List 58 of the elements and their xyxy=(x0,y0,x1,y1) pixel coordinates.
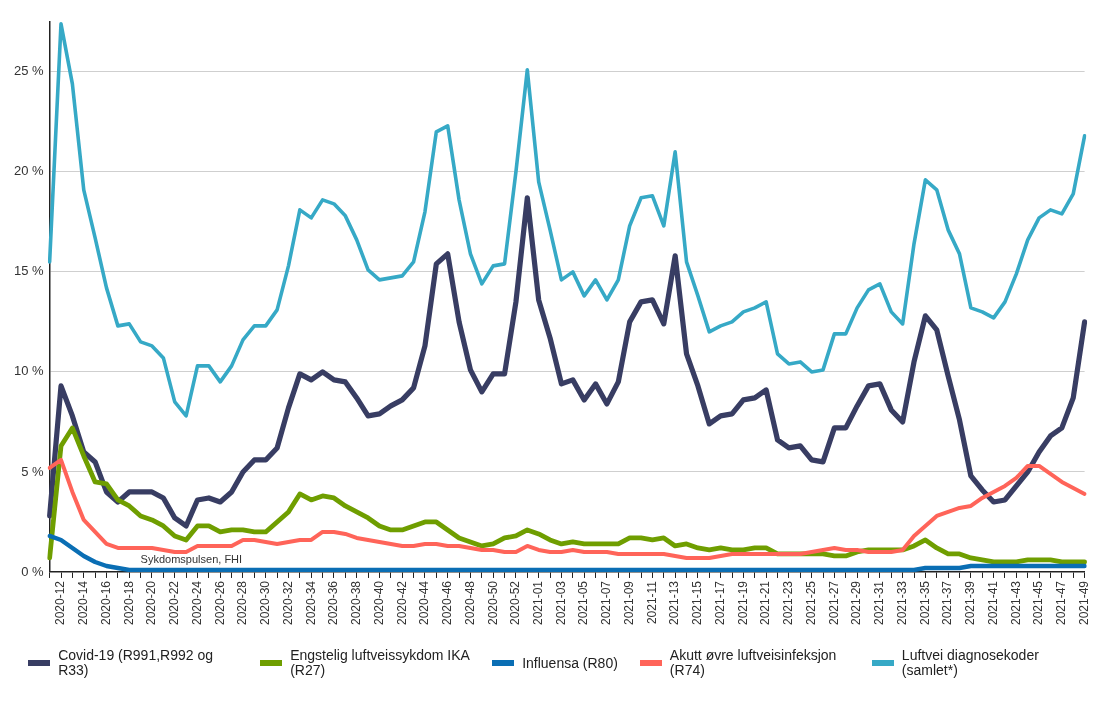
legend-label: Covid-19 (R991,R992 og R33) xyxy=(58,647,214,678)
x-tick-label: 2020-32 xyxy=(280,580,295,626)
x-tick-label: 2021-03 xyxy=(553,580,568,626)
x-tick-label: 2021-47 xyxy=(1054,580,1069,626)
x-tick-label: 2020-40 xyxy=(371,580,386,626)
x-tick-label: 2020-28 xyxy=(235,580,250,626)
legend-label: Luftvei diagnosekoder (samlet*) xyxy=(901,647,1040,678)
x-tick-label: 2021-07 xyxy=(599,580,614,626)
y-tick-label: 25 % xyxy=(13,63,45,79)
x-tick-label: 2021-23 xyxy=(781,580,796,626)
x-tick-label: 2020-38 xyxy=(349,580,364,626)
legend-label: Akutt øvre luftveisinfeksjon (R74) xyxy=(669,647,838,678)
x-tick-label: 2021-05 xyxy=(576,580,591,626)
x-tick-label: 2021-35 xyxy=(917,580,932,626)
x-tick-label: 2021-09 xyxy=(621,580,636,626)
x-tick-label: 2021-21 xyxy=(758,580,773,626)
x-tick-label: 2020-22 xyxy=(167,580,182,626)
x-tick-label: 2021-29 xyxy=(849,580,864,626)
x-tick-label: 2021-01 xyxy=(530,580,545,626)
x-tick-label: 2020-48 xyxy=(462,580,477,626)
x-tick-label: 2020-50 xyxy=(485,580,500,626)
x-tick-label: 2020-24 xyxy=(189,580,204,626)
x-tick-label: 2020-46 xyxy=(440,580,455,626)
x-tick-label: 2021-15 xyxy=(690,580,705,626)
x-tick-label: 2020-14 xyxy=(76,580,91,626)
x-tick-label: 2021-37 xyxy=(940,580,955,626)
x-tick-label: 2021-19 xyxy=(735,580,750,626)
x-tick-label: 2020-18 xyxy=(121,580,136,626)
y-tick-label: 5 % xyxy=(21,463,45,479)
y-tick-label: 15 % xyxy=(13,263,45,279)
x-tick-label: 2020-34 xyxy=(303,580,318,626)
x-tick-label: 2020-26 xyxy=(212,580,227,626)
x-tick-label: 2020-42 xyxy=(394,580,409,626)
x-tick-label: 2021-41 xyxy=(985,580,1000,626)
legend-label: Engstelig luftveissykdom IKA (R27) xyxy=(290,647,471,678)
x-tick-label: 2021-31 xyxy=(872,580,887,626)
x-tick-label: 2021-13 xyxy=(667,580,682,626)
y-tick-label: 10 % xyxy=(13,363,45,379)
y-tick-label: 0 % xyxy=(21,563,45,579)
x-tick-label: 2021-39 xyxy=(963,580,978,626)
x-tick-label: 2020-16 xyxy=(98,580,113,626)
x-tick-label: 2021-45 xyxy=(1031,580,1046,626)
x-tick-label: 2021-33 xyxy=(894,580,909,626)
annotation: Sykdomspulsen, FHI xyxy=(140,553,243,566)
x-tick-label: 2020-44 xyxy=(417,580,432,626)
x-tick-label: 2020-12 xyxy=(53,580,68,626)
x-tick-label: 2021-17 xyxy=(712,580,727,626)
x-tick-label: 2021-49 xyxy=(1076,580,1091,626)
x-tick-label: 2021-27 xyxy=(826,580,841,626)
x-tick-label: 2021-11 xyxy=(644,580,659,625)
x-tick-label: 2020-20 xyxy=(144,580,159,626)
x-tick-label: 2020-36 xyxy=(326,580,341,626)
x-tick-label: 2020-52 xyxy=(508,580,523,626)
x-tick-label: 2021-25 xyxy=(803,580,818,626)
legend-label: Influensa (R80) xyxy=(522,654,618,671)
x-tick-label: 2021-43 xyxy=(1008,580,1023,626)
x-tick-label: 2020-30 xyxy=(258,580,273,626)
y-tick-label: 20 % xyxy=(13,163,45,179)
